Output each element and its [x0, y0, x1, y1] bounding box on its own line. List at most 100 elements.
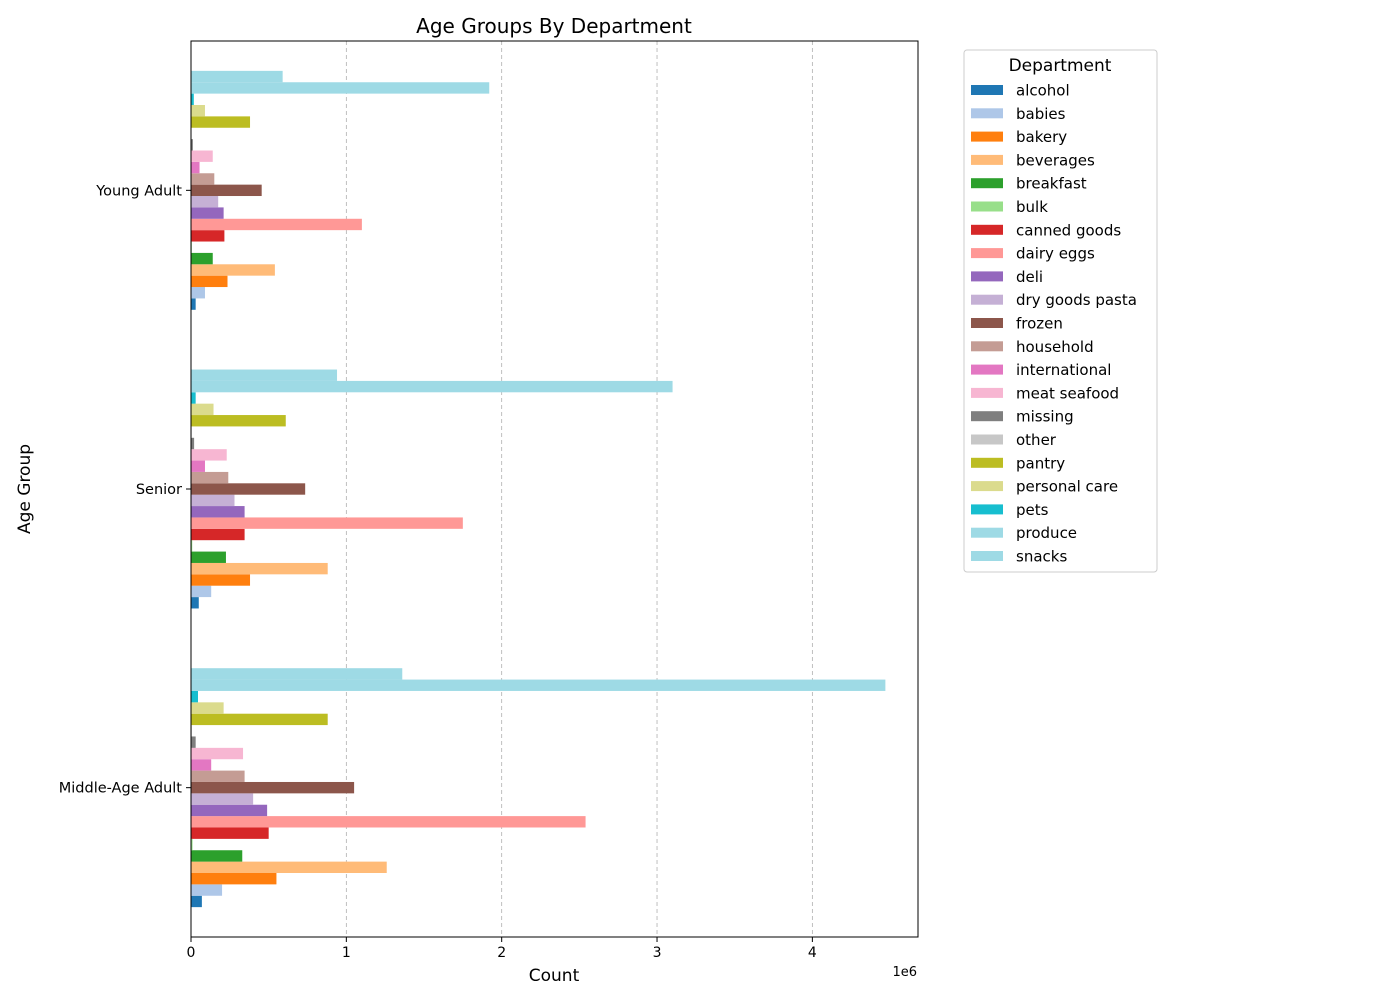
bar [191, 392, 196, 404]
bar [191, 781, 355, 794]
bar [191, 690, 198, 703]
legend-entry: deli [971, 268, 1043, 286]
legend-label: bulk [1016, 198, 1048, 216]
bar [191, 483, 306, 495]
legend-label: deli [1016, 268, 1043, 286]
bar [191, 668, 403, 680]
bar [191, 105, 205, 117]
legend-label: international [1016, 361, 1111, 379]
legend-swatch [971, 481, 1003, 492]
bar [191, 369, 338, 381]
legend-swatch [971, 527, 1003, 538]
legend-entry: alcohol [971, 82, 1070, 100]
bar [191, 184, 262, 197]
bar [191, 850, 243, 862]
legend-label: personal care [1016, 478, 1118, 496]
legend-swatch [971, 318, 1003, 328]
grid-lines [345, 41, 813, 937]
bar [191, 380, 673, 393]
bar [191, 827, 269, 839]
bar [191, 82, 490, 94]
bar [191, 804, 268, 817]
y-axis: Middle-Age Adult Senior Young Adult [59, 183, 191, 797]
bar [191, 70, 283, 83]
bar [191, 437, 195, 450]
bar [191, 551, 226, 563]
y-axis-label: Age Group [15, 444, 35, 534]
bar [191, 196, 219, 208]
bar [191, 207, 224, 219]
legend-label: dry goods pasta [1016, 291, 1137, 309]
bar [191, 449, 227, 461]
bar [191, 816, 586, 828]
bar [191, 736, 196, 748]
legend-swatch [971, 248, 1003, 259]
legend-swatch [971, 131, 1003, 142]
bar [191, 506, 245, 518]
bar [191, 770, 245, 782]
legend-label: meat seafood [1016, 384, 1119, 402]
legend-entry: snacks [971, 548, 1067, 566]
bar [191, 528, 245, 541]
legend-entry: canned goods [971, 221, 1121, 239]
legend-items: alcohol babies bakery beverages breakfast bul… [971, 82, 1137, 566]
y-tick-label: Middle-Age Adult [59, 781, 183, 797]
bar [191, 540, 193, 552]
legend-label: missing [1016, 408, 1074, 426]
legend-entry: bakery [971, 128, 1067, 146]
bar [191, 585, 212, 598]
bar [191, 562, 328, 575]
bar [191, 218, 362, 231]
legend-entry: meat seafood [971, 384, 1119, 402]
legend-label: pantry [1016, 454, 1065, 472]
x-tick-label: 0 [187, 945, 196, 961]
legend-swatch [971, 201, 1003, 212]
bar [191, 597, 199, 609]
legend-swatch [971, 294, 1003, 305]
legend-swatch [971, 85, 1003, 95]
bar [191, 759, 212, 771]
bar-group [191, 70, 490, 310]
x-tick-label: 3 [653, 945, 662, 961]
bar [191, 139, 193, 151]
legend-label: frozen [1016, 315, 1063, 333]
legend-entry: missing [971, 408, 1074, 426]
bar [191, 679, 886, 691]
legend-entry: personal care [971, 478, 1118, 496]
legend-swatch [971, 411, 1003, 422]
legend-title: Department [1009, 56, 1112, 76]
bars [191, 70, 886, 908]
legend-swatch [971, 364, 1003, 375]
chart-title: Age Groups By Department [416, 14, 692, 38]
legend-label: alcohol [1016, 82, 1070, 100]
legend-swatch [971, 387, 1003, 398]
bar [191, 702, 224, 714]
legend-label: breakfast [1016, 175, 1087, 193]
y-tick-label: Young Adult [95, 183, 182, 199]
legend-swatch [971, 224, 1003, 235]
legend-entry: babies [971, 105, 1066, 123]
legend-label: babies [1016, 105, 1066, 123]
bar [191, 275, 228, 288]
legend-label: bakery [1016, 128, 1067, 146]
bar [191, 403, 214, 416]
bar [191, 747, 244, 760]
bar [191, 861, 387, 873]
legend-frame [963, 49, 1158, 573]
legend-swatch [971, 108, 1003, 119]
legend-swatch [971, 154, 1003, 165]
bar [191, 252, 213, 265]
legend-entry: pets [971, 501, 1049, 519]
bar-group [191, 668, 886, 908]
legend-entry: dairy eggs [971, 245, 1095, 263]
legend-swatch [971, 457, 1003, 468]
legend-swatch [971, 504, 1003, 515]
bar [191, 838, 193, 851]
legend-label: household [1016, 338, 1094, 356]
legend-entry: bulk [971, 198, 1048, 216]
legend-label: produce [1016, 524, 1077, 542]
bar [191, 895, 202, 908]
bar [191, 574, 251, 586]
bar [191, 873, 277, 885]
legend-label: other [1016, 431, 1057, 449]
